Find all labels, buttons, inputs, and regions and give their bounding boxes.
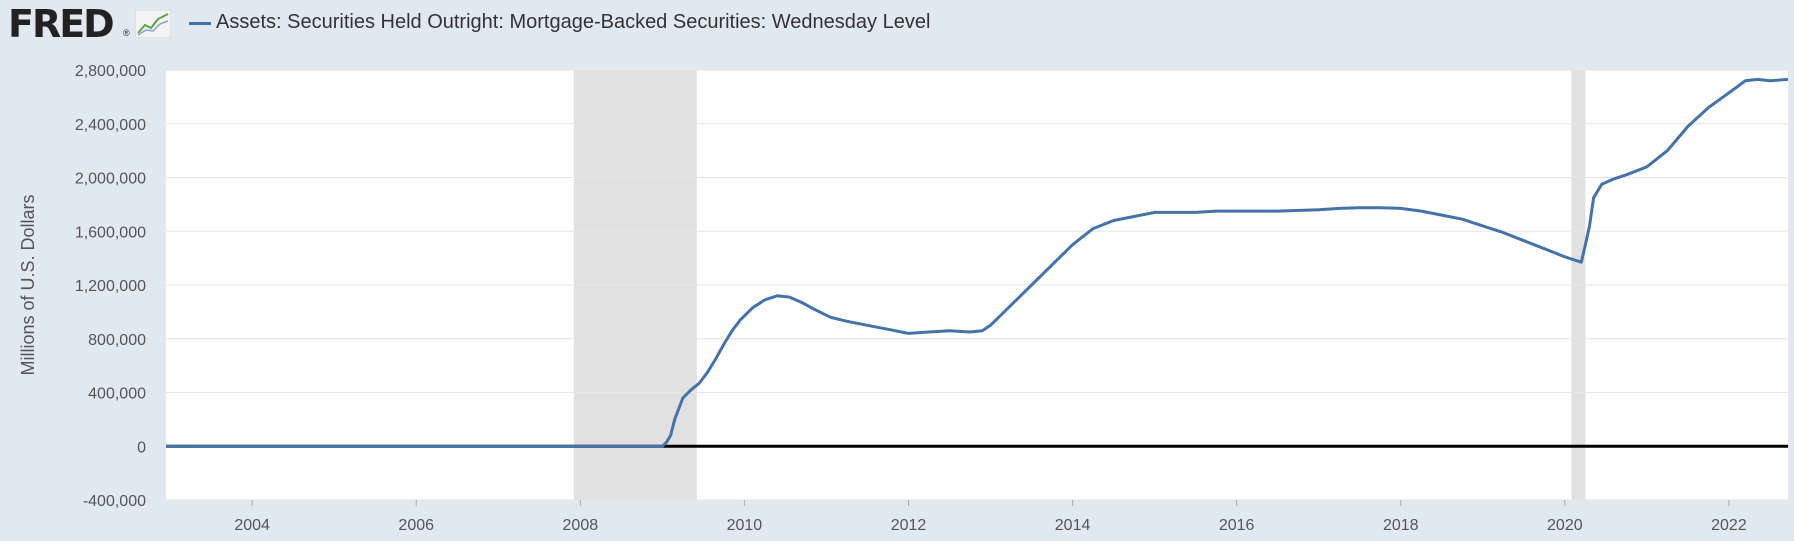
x-tick-label: 2010 [727, 517, 763, 534]
x-tick-label: 2020 [1547, 517, 1583, 534]
x-tick-label: 2012 [891, 517, 927, 534]
y-tick-label: -400,000 [83, 493, 146, 510]
y-tick-label: 2,000,000 [75, 171, 146, 188]
y-tick-label: 1,600,000 [75, 224, 146, 241]
y-tick-label: 2,400,000 [75, 117, 146, 134]
x-tick-label: 2014 [1055, 517, 1091, 534]
registered-mark: ® [123, 28, 130, 38]
x-tick-label: 2008 [563, 517, 599, 534]
x-tick-label: 2004 [234, 517, 270, 534]
chart-header: FRED ® Assets: Securities Held Outright:… [0, 0, 1794, 50]
legend-swatch[interactable] [189, 22, 211, 25]
x-axis-ticks: 2004 2006 2008 2010 2012 2014 2016 2018 2020 2022 [234, 500, 1747, 534]
x-tick-label: 2016 [1219, 517, 1255, 534]
fred-logo[interactable]: FRED [8, 2, 115, 46]
y-tick-label: 1,200,000 [75, 278, 146, 295]
gridlines [166, 69, 1788, 501]
y-tick-label: 400,000 [88, 386, 146, 403]
series-line[interactable] [166, 77, 1789, 448]
y-tick-label: 2,800,000 [75, 63, 146, 80]
x-tick-label: 2022 [1711, 517, 1747, 534]
x-tick-label: 2018 [1383, 517, 1419, 534]
y-axis-title: Millions of U.S. Dollars [18, 194, 38, 375]
y-tick-label: 800,000 [88, 332, 146, 349]
legend-label[interactable]: Assets: Securities Held Outright: Mortga… [216, 11, 931, 33]
x-tick-label: 2006 [398, 517, 434, 534]
y-axis-ticks: -400,000 0 400,000 800,000 1,200,000 1,600,00… [75, 63, 146, 510]
y-tick-label: 0 [137, 439, 146, 456]
line-graph-icon [135, 10, 171, 38]
